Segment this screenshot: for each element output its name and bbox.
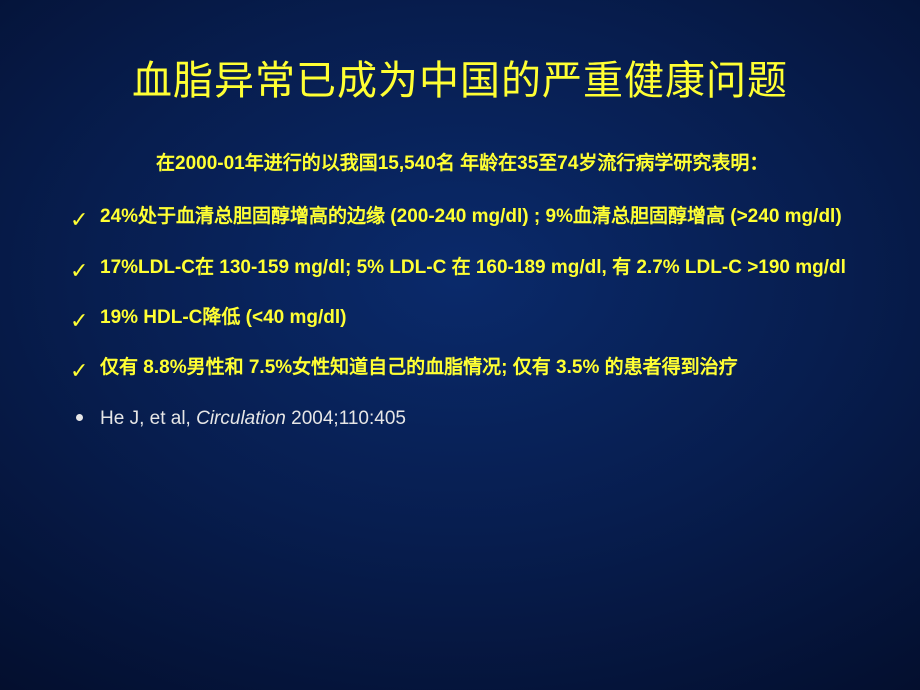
list-item: 19% HDL-C降低 (<40 mg/dl) xyxy=(70,303,850,333)
list-item: 仅有 8.8%男性和 7.5%女性知道自己的血脂情况; 仅有 3.5% 的患者得… xyxy=(70,353,850,383)
ref-journal: Circulation xyxy=(196,408,286,429)
ref-author: He J, et al, xyxy=(100,408,196,429)
reference: He J, et al, Circulation 2004;110:405 xyxy=(70,404,850,434)
list-item: 24%处于血清总胆固醇增高的边缘 (200-240 mg/dl) ; 9%血清总… xyxy=(70,202,850,232)
list-item: 17%LDL-C在 130-159 mg/dl; 5% LDL-C 在 160-… xyxy=(70,253,850,283)
bullet-list: 24%处于血清总胆固醇增高的边缘 (200-240 mg/dl) ; 9%血清总… xyxy=(0,202,920,434)
slide: 血脂异常已成为中国的严重健康问题 在2000-01年进行的以我国15,540名 … xyxy=(0,0,920,690)
slide-title: 血脂异常已成为中国的严重健康问题 xyxy=(0,0,920,126)
ref-citation: 2004;110:405 xyxy=(286,408,406,429)
intro-text: 在2000-01年进行的以我国15,540名 年龄在35至74岁流行病学研究表明… xyxy=(0,126,920,202)
